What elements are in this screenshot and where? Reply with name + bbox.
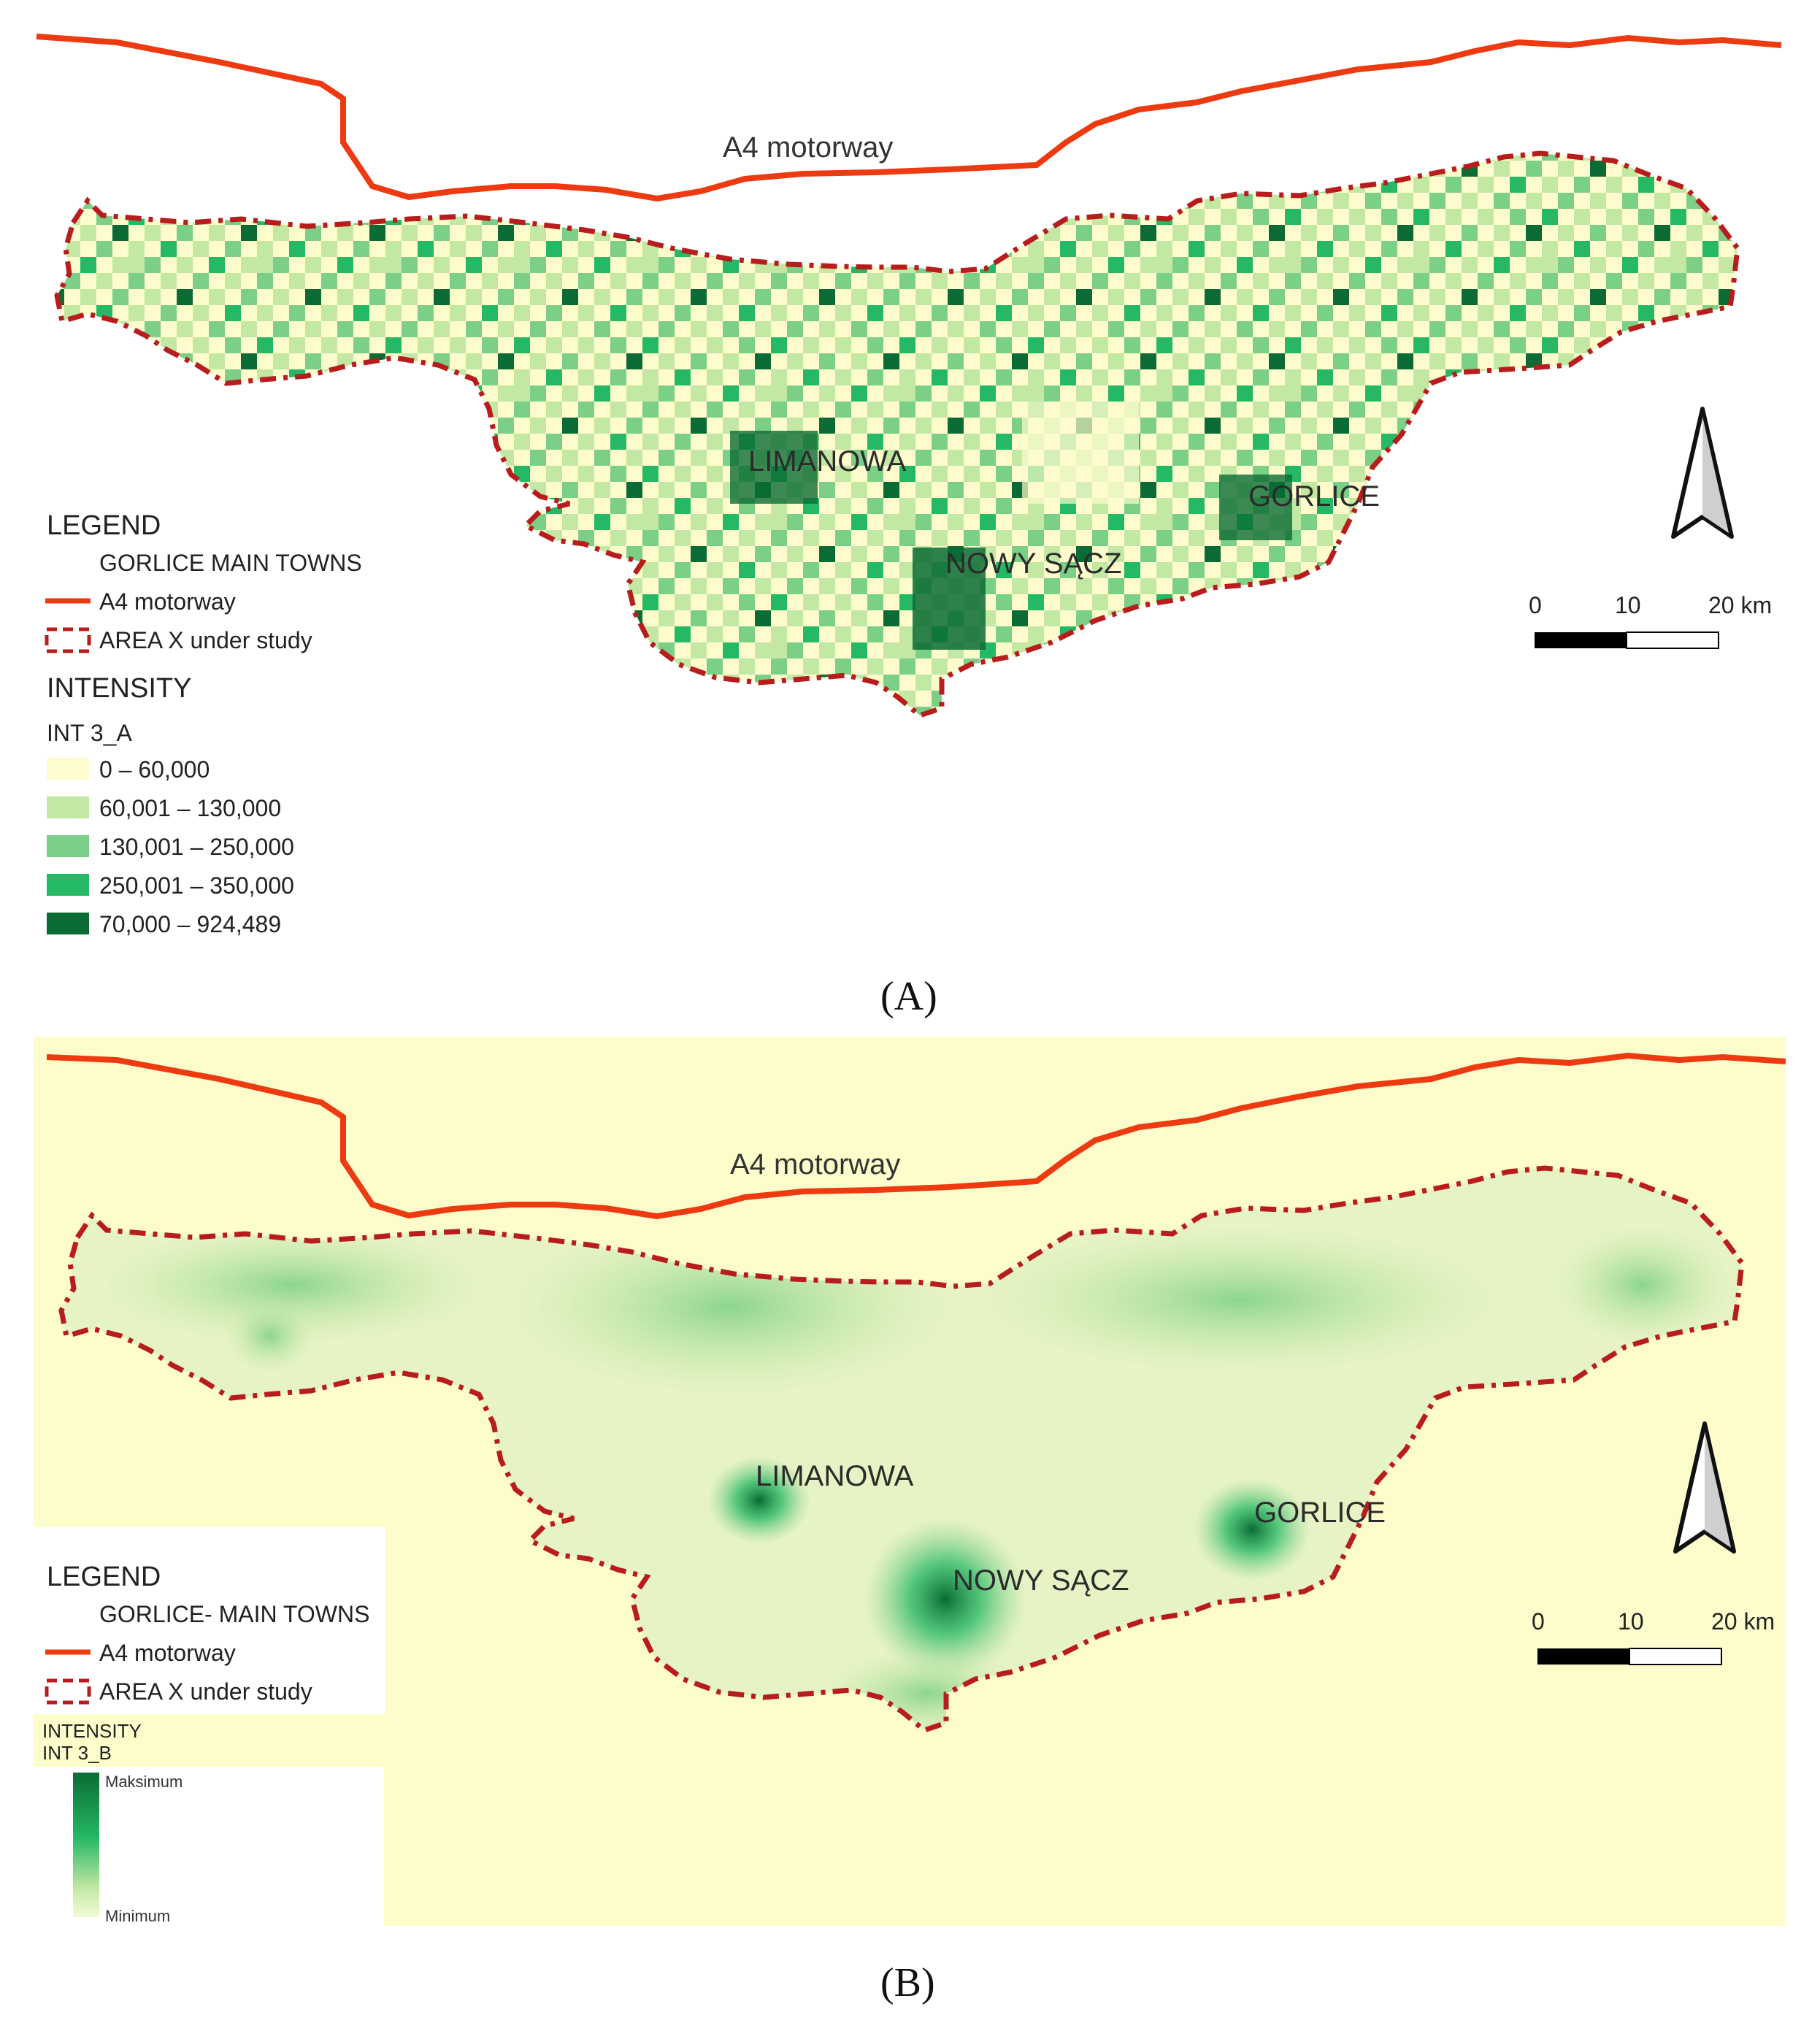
color-ramp (73, 1773, 99, 1917)
legend-class-swatch (47, 796, 89, 818)
a4-motorway-line-a (36, 34, 1782, 202)
legend-title-b: LEGEND (47, 1562, 161, 1592)
panel-label-b: (B) (880, 1960, 935, 2005)
svg-text:0: 0 (1532, 1608, 1545, 1635)
panel-label-a: (A) (880, 974, 937, 1019)
legend-layer-name-a: INT 3_A (47, 720, 132, 746)
town-label-nowy-sacz-b: NOWY SĄCZ (953, 1564, 1129, 1597)
legend-motorway-entry-a: A4 motorway (99, 588, 236, 615)
scale-bar-a: 0 10 20 km (1529, 592, 1772, 649)
legend-class-swatch (47, 758, 89, 780)
legend-class-label: 70,000 – 924,489 (99, 911, 281, 937)
legend-class-swatch (47, 874, 89, 896)
motorway-label-b: A4 motorway (730, 1148, 900, 1180)
legend-a: LEGEND GORLICE MAIN TOWNS A4 motorway AR… (45, 510, 362, 937)
legend-class-swatch (47, 835, 89, 857)
ramp-max-label: Maksimum (105, 1773, 183, 1791)
legend-motorway-entry-b: A4 motorway (99, 1640, 236, 1666)
scale-bar-b: 0 10 20 km (1532, 1608, 1775, 1665)
town-label-nowy-sacz-a: NOWY SĄCZ (945, 548, 1122, 580)
legend-b-box (34, 1527, 385, 1714)
legend-class-label: 250,001 – 350,000 (99, 872, 294, 899)
north-arrow-icon (1671, 407, 1734, 539)
town-label-gorlice-a: GORLICE (1248, 480, 1380, 512)
svg-text:20 km: 20 km (1708, 592, 1772, 618)
town-label-limanowa-b: LIMANOWA (756, 1460, 914, 1492)
legend-title-a: LEGEND (47, 510, 161, 541)
svg-text:10: 10 (1615, 592, 1641, 618)
svg-text:10: 10 (1618, 1608, 1644, 1635)
legend-area-entry-b: AREA X under study (99, 1678, 312, 1705)
legend-class-swatch (47, 913, 89, 934)
legend-intensity-title-b: INTENSITY (42, 1720, 142, 1742)
legend-intensity-title-a: INTENSITY (47, 673, 191, 704)
a4-motorway-line-b (46, 1052, 1786, 1220)
legend-towns-entry-b: GORLICE- MAIN TOWNS (99, 1601, 369, 1627)
legend-area-swatch-a (45, 627, 91, 653)
panel-b: A4 motorway LIMANOWA NOWY SĄCZ GORLICE 0… (34, 1037, 1786, 2005)
north-arrow-icon (1673, 1421, 1736, 1554)
panel-a: A4 motorway LIMANOWA NOWY SĄCZ GORLICE 0… (36, 34, 1782, 1019)
ramp-min-label: Minimum (105, 1907, 170, 1925)
svg-text:20 km: 20 km (1711, 1608, 1775, 1635)
legend-class-label: 130,001 – 250,000 (99, 834, 294, 860)
town-label-limanowa-a: LIMANOWA (748, 445, 907, 477)
svg-text:0: 0 (1529, 592, 1542, 618)
legend-b: LEGEND GORLICE- MAIN TOWNS A4 motorway A… (34, 1527, 385, 1926)
legend-layer-name-b: INT 3_B (42, 1742, 112, 1764)
legend-towns-entry-a: GORLICE MAIN TOWNS (99, 550, 362, 576)
legend-class-label: 0 – 60,000 (99, 756, 210, 783)
legend-area-entry-a: AREA X under study (99, 627, 312, 653)
motorway-label-a: A4 motorway (723, 131, 893, 164)
legend-area-swatch-b (45, 1678, 91, 1705)
town-label-gorlice-b: GORLICE (1254, 1497, 1386, 1529)
legend-class-label: 60,001 – 130,000 (99, 795, 281, 821)
